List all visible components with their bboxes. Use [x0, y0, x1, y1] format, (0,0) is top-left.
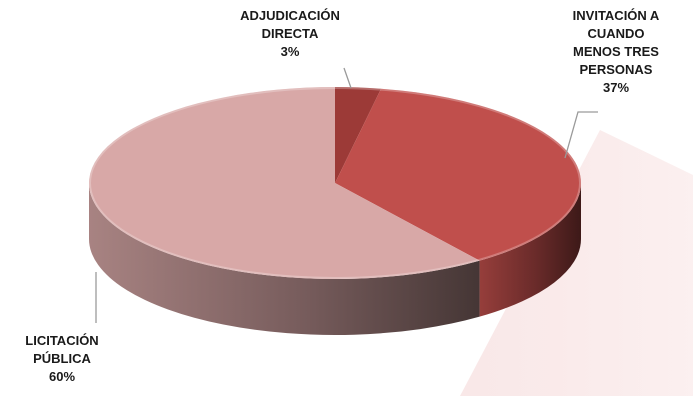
- data-labels: ADJUDICACIÓN DIRECTA 3% INVITACIÓN A CUANDO M…: [25, 8, 660, 384]
- pie-side-licitacion-publica: [89, 183, 480, 335]
- leader-line-adjudicacion-directa: [343, 67, 352, 89]
- pie-slices: [88, 87, 581, 335]
- pie-slice-invitacion-a-cuando-menos-tres-personas: [335, 88, 581, 261]
- data-label-adjudicacion-directa: ADJUDICACIÓN DIRECTA 3%: [240, 8, 340, 59]
- data-label-licitacion-publica: LICITACIÓN PÚBLICA 60%: [25, 333, 98, 384]
- leader-lines: [95, 67, 598, 323]
- pie-slice-adjudicacion-directa: [335, 87, 382, 183]
- pie-slice-licitacion-publica: [88, 87, 480, 279]
- data-label-invitacion-a-cuando-menos-tres-personas: INVITACIÓN A CUANDO MENOS TRES PERSONAS 37%: [573, 8, 660, 95]
- pie-side-invitacion-a-cuando-menos-tres-personas: [479, 183, 581, 317]
- leader-line-invitacion-a-cuando-menos-tres-personas: [564, 111, 598, 159]
- background-decoration: [460, 130, 693, 396]
- pie-rim-highlight: [89, 87, 581, 279]
